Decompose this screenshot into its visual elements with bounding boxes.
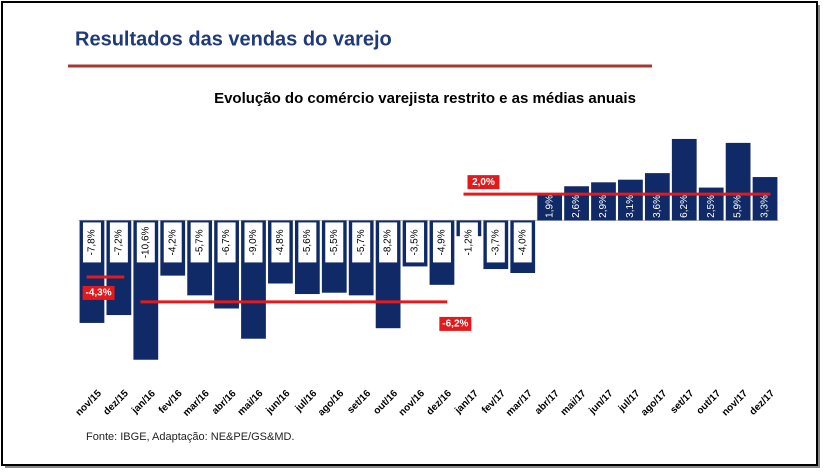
label-bg xyxy=(190,222,209,263)
value-label: 6,2% xyxy=(679,195,690,218)
average-label-bg xyxy=(467,175,500,190)
average-label: -6,2% xyxy=(442,319,468,330)
label-bg xyxy=(325,222,344,263)
label-bg xyxy=(217,222,236,263)
label-bg xyxy=(298,222,317,263)
value-label: -4,2% xyxy=(167,229,178,255)
bar xyxy=(618,179,643,221)
value-label: 3,3% xyxy=(760,195,771,218)
label-bg xyxy=(406,222,425,263)
value-label: 3,6% xyxy=(652,195,663,218)
value-label: -5,6% xyxy=(302,229,313,255)
value-label: 3,1% xyxy=(625,195,636,218)
value-label: 2,6% xyxy=(571,195,582,218)
bar xyxy=(644,173,670,221)
bar xyxy=(725,142,751,221)
value-label: -7,8% xyxy=(87,229,98,255)
value-label: -3,7% xyxy=(490,229,501,255)
value-label: -4,8% xyxy=(275,229,286,255)
label-bg xyxy=(352,222,371,263)
label-bg xyxy=(432,222,451,263)
label-bg xyxy=(271,222,290,263)
value-label: -4,0% xyxy=(517,229,528,255)
average-label: 2,0% xyxy=(472,177,495,188)
value-label: -6,7% xyxy=(221,229,232,255)
bar xyxy=(564,186,589,221)
label-bg xyxy=(109,222,128,263)
value-label: -8,2% xyxy=(383,229,394,255)
bar xyxy=(752,177,778,221)
label-bg xyxy=(379,222,398,263)
value-label: 1,9% xyxy=(544,195,555,218)
value-label: -7,2% xyxy=(114,229,125,255)
average-label: -4,3% xyxy=(86,288,112,299)
value-label: -5,5% xyxy=(329,229,340,255)
label-bg xyxy=(513,222,532,263)
value-label: -1,2% xyxy=(464,229,475,255)
value-label: 2,5% xyxy=(706,195,717,218)
value-label: -5,7% xyxy=(194,229,205,255)
label-bg xyxy=(82,222,101,263)
average-label-bg xyxy=(82,285,115,300)
label-bg xyxy=(136,222,155,263)
value-label: -4,9% xyxy=(437,229,448,255)
label-bg xyxy=(459,222,478,263)
label-bg xyxy=(244,222,263,263)
bar xyxy=(537,195,563,221)
value-label: -5,7% xyxy=(356,229,367,255)
value-label: -3,5% xyxy=(410,229,421,255)
value-label: 5,9% xyxy=(733,195,744,218)
average-label-bg xyxy=(439,316,472,331)
source: Fonte: IBGE, Adaptação: NE&PE/GS&MD. xyxy=(86,431,294,443)
label-bg xyxy=(486,222,505,263)
bar xyxy=(591,182,616,221)
bar xyxy=(671,138,697,221)
label-bg xyxy=(163,222,182,263)
value-label: 2,9% xyxy=(598,195,609,218)
chart-title: Evolução do comércio varejista restrito … xyxy=(214,90,636,107)
slide-title: Resultados das vendas do varejo xyxy=(75,28,392,50)
value-label: -10,6% xyxy=(140,226,151,258)
value-label: -9,0% xyxy=(248,229,259,255)
